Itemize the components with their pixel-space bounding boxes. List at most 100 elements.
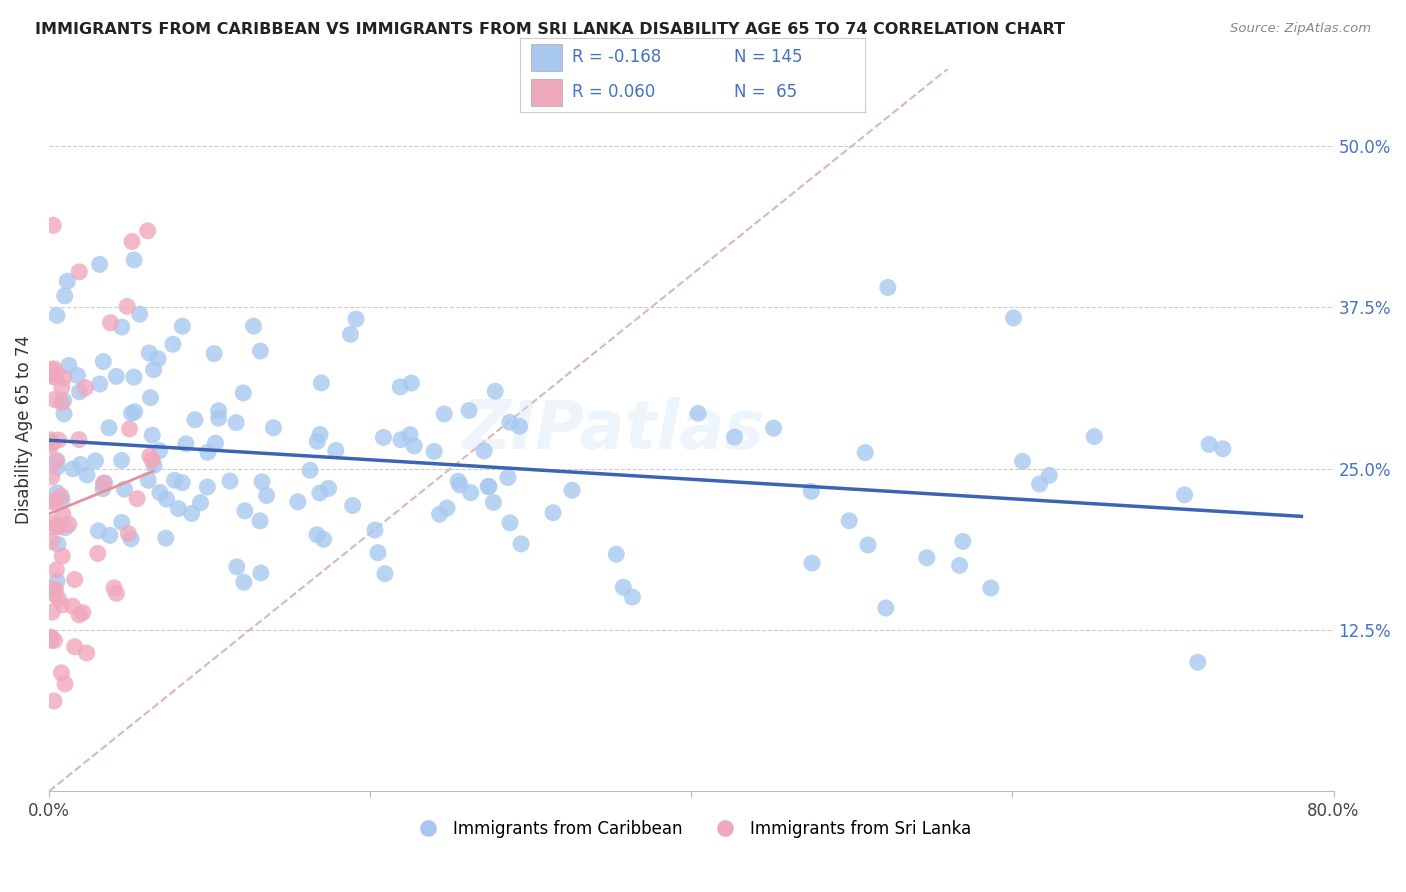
Point xyxy=(389,433,412,447)
Point xyxy=(52,371,75,385)
Point xyxy=(541,506,564,520)
Point xyxy=(63,640,86,654)
Point xyxy=(163,473,186,487)
Point xyxy=(1187,655,1209,669)
Point xyxy=(180,507,202,521)
Point xyxy=(122,370,145,384)
Point xyxy=(605,547,627,561)
Point xyxy=(838,514,860,528)
Point xyxy=(69,384,91,399)
Point xyxy=(51,380,73,394)
Point xyxy=(249,344,271,359)
Point xyxy=(167,501,190,516)
Point xyxy=(202,346,225,360)
Point xyxy=(197,480,219,494)
Point xyxy=(67,607,90,622)
Point xyxy=(141,453,163,467)
Point xyxy=(1002,310,1025,325)
Point xyxy=(51,493,73,508)
Point xyxy=(41,605,63,619)
Point xyxy=(66,368,89,383)
Point xyxy=(146,351,169,366)
Point xyxy=(141,428,163,442)
Point xyxy=(52,393,75,408)
Point xyxy=(148,443,170,458)
Point xyxy=(118,422,141,436)
Point xyxy=(93,475,115,490)
Point xyxy=(91,482,114,496)
Point xyxy=(139,449,162,463)
Text: N =  65: N = 65 xyxy=(734,83,797,101)
Point xyxy=(949,558,972,573)
Point xyxy=(45,582,67,597)
Point xyxy=(915,550,938,565)
Point xyxy=(342,499,364,513)
Point xyxy=(48,591,70,606)
Point xyxy=(76,468,98,483)
Point xyxy=(49,489,72,503)
Point xyxy=(339,327,361,342)
Point xyxy=(853,445,876,459)
Point xyxy=(1083,429,1105,443)
Point xyxy=(561,483,583,498)
Point xyxy=(39,633,62,648)
Point xyxy=(401,376,423,390)
Point xyxy=(89,376,111,391)
Point xyxy=(56,274,79,288)
Point xyxy=(48,433,70,447)
Point xyxy=(75,381,97,395)
Point xyxy=(89,257,111,271)
Point xyxy=(39,631,62,645)
Point xyxy=(91,354,114,368)
Point xyxy=(51,598,73,612)
Point xyxy=(127,491,149,506)
Point xyxy=(510,537,533,551)
Point xyxy=(155,531,177,545)
Point xyxy=(39,582,62,596)
Point xyxy=(172,319,194,334)
Point xyxy=(155,492,177,507)
Point xyxy=(1198,437,1220,451)
Point xyxy=(311,376,333,390)
Point xyxy=(389,380,412,394)
Point xyxy=(621,590,644,604)
Point xyxy=(138,346,160,360)
Point xyxy=(404,439,426,453)
Point xyxy=(42,694,65,708)
Point xyxy=(105,369,128,384)
Point xyxy=(121,235,143,249)
Point xyxy=(39,439,62,453)
Point xyxy=(1038,468,1060,483)
Text: Source: ZipAtlas.com: Source: ZipAtlas.com xyxy=(1230,22,1371,36)
Point xyxy=(58,359,80,373)
Point xyxy=(250,475,273,489)
Point xyxy=(63,573,86,587)
Point xyxy=(367,546,389,560)
Point xyxy=(46,309,69,323)
Point xyxy=(496,470,519,484)
Point xyxy=(67,265,90,279)
Point xyxy=(219,474,242,488)
Point xyxy=(256,489,278,503)
Point xyxy=(69,458,91,472)
Point xyxy=(478,479,501,493)
Point xyxy=(136,224,159,238)
Point xyxy=(39,631,62,645)
Point xyxy=(458,403,481,417)
Point xyxy=(262,421,284,435)
Point xyxy=(62,599,84,614)
Point xyxy=(447,474,470,488)
Bar xyxy=(530,78,561,106)
Point xyxy=(142,362,165,376)
Point xyxy=(762,421,785,435)
Point xyxy=(45,563,67,577)
Point xyxy=(1011,454,1033,468)
Bar xyxy=(530,44,561,71)
Point xyxy=(197,445,219,459)
Point xyxy=(174,437,197,451)
Point xyxy=(477,480,499,494)
Point xyxy=(952,534,974,549)
Point xyxy=(344,312,367,326)
Point xyxy=(225,559,247,574)
Point xyxy=(120,532,142,546)
